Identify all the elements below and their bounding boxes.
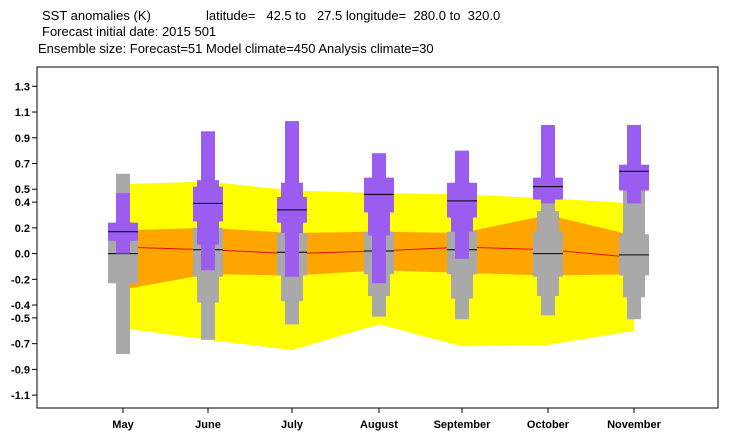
y-tick-label: 0.2 <box>15 223 30 235</box>
forecast-boxes <box>108 121 649 284</box>
y-tick-label: 0.0 <box>15 249 30 261</box>
forecast-box-august-iqr <box>364 177 394 213</box>
axes: 1.3 1.1 0.9 0.7 0.50.4 0.2 0.0 -0.2 -0.4-0.5 -0.7… <box>11 66 719 431</box>
forecast-box-june-iqr <box>193 186 223 222</box>
forecast-box-september-iqr <box>447 182 477 218</box>
forecast-initial-date: Forecast initial date: 2015 501 <box>42 24 216 39</box>
forecast-box-october-iqr <box>533 177 563 200</box>
forecast-box-november-whisker <box>627 124 641 204</box>
y-tick-label: -0.5 <box>11 313 30 325</box>
forecast-box-november-iqr <box>619 164 649 191</box>
y-tick-label: -1.1 <box>11 390 30 402</box>
y-tick-label: 0.9 <box>15 133 30 145</box>
ensemble-size: Ensemble size: Forecast=51 Model climate… <box>38 41 434 56</box>
y-tick-label: 0.4 <box>15 197 31 209</box>
x-tick-label-may: May <box>112 419 134 431</box>
x-tick-label-october: October <box>527 419 570 431</box>
y-tick-label: -0.9 <box>11 364 30 376</box>
plot-frame <box>36 66 719 409</box>
chart-title: SST anomalies (K) <box>42 8 151 23</box>
y-tick-label: -0.2 <box>11 274 30 286</box>
y-tick-label: -0.7 <box>11 339 30 351</box>
y-tick-label: -0.4 <box>11 300 31 312</box>
y-tick-label: 0.7 <box>15 159 30 171</box>
x-tick-label-september: September <box>434 419 492 431</box>
x-tick-label-august: August <box>360 419 398 431</box>
x-tick-label-june: June <box>195 419 221 431</box>
y-tick-label: 0.5 <box>15 184 30 196</box>
y-tick-label: 1.3 <box>15 81 30 93</box>
x-tick-label-july: July <box>281 419 304 431</box>
climate-box-october-iqr <box>533 231 563 277</box>
chart-coordinates: latitude= 42.5 to 27.5 longitude= 280.0 … <box>206 8 500 23</box>
y-tick-label: 1.1 <box>15 107 30 119</box>
x-tick-label-november: November <box>607 419 662 431</box>
